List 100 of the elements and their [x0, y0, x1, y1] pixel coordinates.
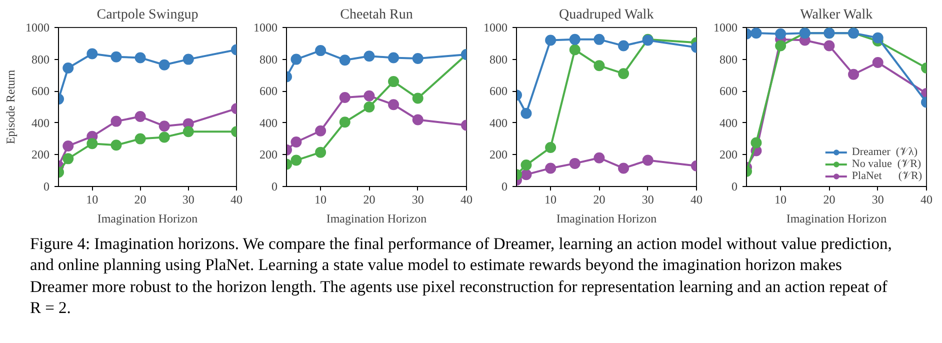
- y-axis-title: Episode Return: [4, 70, 18, 144]
- x-tick-label: 20: [363, 192, 376, 206]
- point: [618, 40, 630, 52]
- chart-title: Walker Walk: [800, 8, 873, 22]
- point: [110, 140, 122, 151]
- point: [182, 54, 194, 65]
- point: [388, 76, 400, 88]
- point: [62, 62, 74, 74]
- y-tick-label: 800: [32, 52, 50, 66]
- point: [110, 51, 122, 62]
- point: [824, 40, 835, 52]
- y-tick-label: 1000: [484, 20, 508, 34]
- x-axis-title: Imagination Horizon: [556, 212, 657, 226]
- point: [158, 120, 170, 132]
- point: [520, 169, 532, 180]
- y-tick-label: 1000: [26, 20, 50, 34]
- point: [412, 114, 424, 126]
- point: [364, 50, 375, 62]
- point: [872, 56, 884, 68]
- point: [364, 102, 375, 112]
- point: [872, 32, 884, 44]
- point: [569, 158, 580, 169]
- x-tick-label: 30: [642, 192, 654, 206]
- y-tick-label: 400: [260, 116, 278, 130]
- point: [642, 154, 654, 166]
- y-tick-label: 200: [490, 148, 508, 162]
- point: [545, 34, 556, 46]
- point: [290, 154, 302, 166]
- x-tick-label: 10: [544, 192, 557, 206]
- y-tick-label: 0: [502, 180, 508, 194]
- x-tick-label: 10: [314, 192, 327, 206]
- chart-title: Cartpole Swingup: [96, 8, 198, 22]
- y-tick-label: 1000: [254, 20, 278, 34]
- point: [339, 92, 350, 103]
- point: [158, 59, 170, 70]
- point: [62, 153, 74, 164]
- point: [339, 54, 350, 66]
- x-tick-label: 40: [920, 192, 932, 206]
- point: [290, 136, 302, 148]
- point: [86, 138, 98, 150]
- y-tick-label: 200: [720, 148, 738, 162]
- y-tick-label: 600: [32, 84, 50, 98]
- y-tick-label: 600: [720, 84, 738, 98]
- point: [412, 53, 424, 64]
- point: [339, 116, 350, 128]
- x-tick-label: 10: [86, 192, 98, 206]
- x-tick-label: 40: [690, 192, 702, 206]
- point: [412, 92, 424, 104]
- x-axis-title: Imagination Horizon: [97, 212, 198, 226]
- x-tick-label: 40: [230, 192, 242, 206]
- x-axis-title: Imagination Horizon: [786, 212, 887, 226]
- y-tick-label: 1000: [714, 20, 738, 34]
- y-tick-label: 800: [490, 52, 508, 66]
- point: [618, 68, 630, 80]
- y-tick-label: 800: [260, 52, 278, 66]
- chart-title: Cheetah Run: [340, 8, 413, 22]
- x-axis-title: Imagination Horizon: [326, 212, 427, 226]
- y-tick-label: 0: [272, 180, 278, 194]
- point: [134, 52, 146, 64]
- point: [158, 132, 170, 143]
- point: [62, 140, 74, 152]
- point: [134, 111, 146, 122]
- x-tick-label: 20: [823, 192, 836, 206]
- x-tick-label: 20: [593, 192, 606, 206]
- y-tick-label: 400: [32, 116, 50, 130]
- point: [618, 162, 630, 174]
- point: [364, 90, 375, 102]
- point: [750, 28, 762, 39]
- point: [182, 126, 194, 138]
- point: [848, 68, 860, 80]
- x-tick-label: 20: [134, 192, 146, 206]
- y-tick-label: 400: [720, 116, 738, 130]
- y-tick-label: 200: [32, 148, 50, 162]
- legend-label: PlaNet (𝒱R): [852, 170, 922, 182]
- point: [594, 152, 605, 164]
- point: [110, 116, 122, 127]
- y-tick-label: 0: [44, 180, 50, 194]
- y-tick-label: 0: [732, 180, 738, 194]
- point: [594, 34, 605, 45]
- point: [594, 60, 605, 72]
- y-tick-label: 800: [720, 52, 738, 66]
- x-tick-label: 30: [182, 192, 194, 206]
- legend-label: Dreamer (𝒱λ): [852, 146, 918, 158]
- chart-title: Quadruped Walk: [559, 8, 654, 22]
- point: [315, 125, 326, 136]
- point: [388, 52, 400, 64]
- y-tick-label: 400: [490, 116, 508, 130]
- y-tick-label: 600: [260, 84, 278, 98]
- point: [520, 160, 532, 171]
- point: [388, 99, 400, 110]
- point: [545, 142, 556, 154]
- caption: Figure 4: Imagination horizons. We compare the final performance of Dreamer, learning an action model without value prediction, and online planning using PlaNet. Learning a state value model to estimate rewards beyond the imagination horizon makes Dreamer more robust to the horizon length. The agents use pixel reconstruction for representation learning and an action repeat of R = 2.: [30, 233, 893, 319]
- y-tick-label: 200: [260, 148, 278, 162]
- point: [86, 48, 98, 60]
- point: [290, 54, 302, 65]
- point: [775, 28, 786, 40]
- point: [569, 44, 580, 56]
- point: [315, 45, 326, 56]
- point: [545, 162, 556, 174]
- point: [134, 133, 146, 144]
